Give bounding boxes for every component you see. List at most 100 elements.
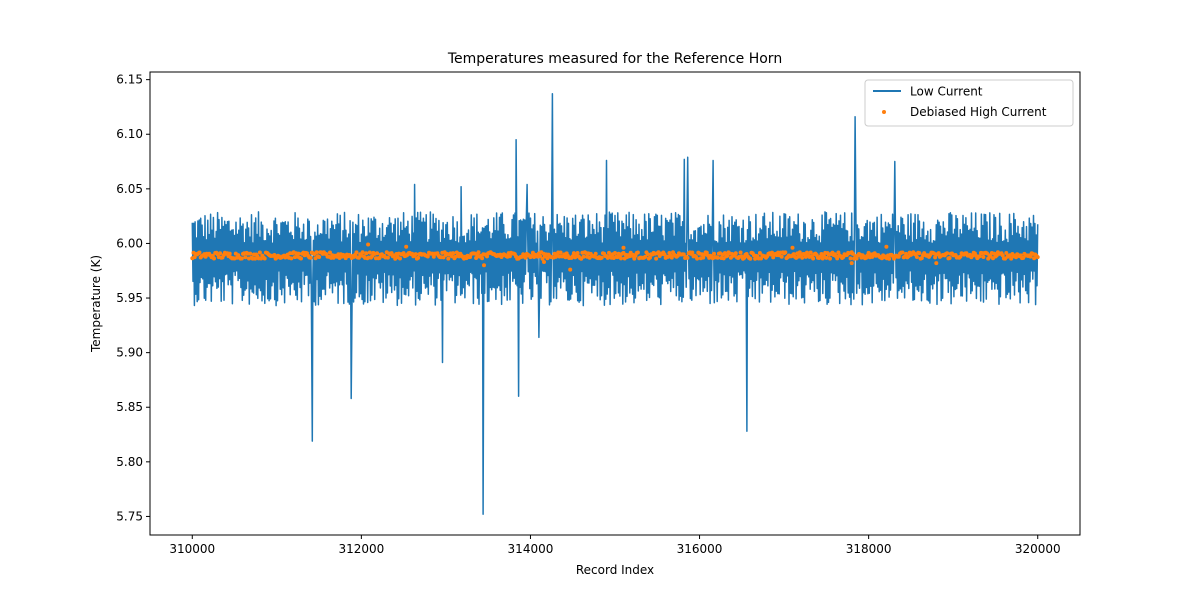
debiased-high-current-point bbox=[239, 256, 244, 261]
debiased-high-current-point bbox=[364, 251, 369, 256]
legend-low-current-label: Low Current bbox=[910, 85, 983, 99]
debiased-high-current-point bbox=[945, 251, 950, 256]
debiased-high-current-point bbox=[248, 251, 253, 256]
debiased-high-current-point bbox=[914, 255, 919, 259]
debiased-high-current-point bbox=[669, 255, 674, 260]
debiased-high-current-point bbox=[712, 251, 716, 256]
debiased-high-current-point bbox=[289, 256, 294, 261]
debiased-high-current-point bbox=[824, 255, 829, 260]
debiased-high-current-point bbox=[848, 256, 853, 261]
debiased-high-current-point bbox=[360, 250, 365, 255]
debiased-high-current-point bbox=[742, 255, 747, 260]
x-tick-label: 314000 bbox=[508, 542, 554, 556]
debiased-high-current-point bbox=[643, 254, 648, 259]
debiased-high-current-point bbox=[571, 251, 576, 256]
debiased-high-current-point bbox=[715, 255, 720, 260]
debiased-high-current-point bbox=[645, 252, 650, 257]
debiased-high-current-point bbox=[635, 250, 640, 255]
debiased-high-current-point bbox=[619, 256, 623, 261]
debiased-high-current-point bbox=[328, 250, 332, 255]
debiased-high-current-point bbox=[757, 251, 762, 255]
debiased-high-current-point bbox=[884, 244, 889, 249]
debiased-high-current-point bbox=[243, 255, 248, 260]
debiased-high-current-point bbox=[296, 251, 301, 256]
y-tick-label: 5.75 bbox=[116, 509, 143, 523]
x-tick-label: 312000 bbox=[338, 542, 384, 556]
debiased-high-current-point bbox=[800, 255, 805, 260]
debiased-high-current-point bbox=[192, 255, 197, 260]
debiased-high-current-point bbox=[453, 254, 458, 259]
debiased-high-current-point bbox=[733, 251, 738, 256]
debiased-high-current-point bbox=[542, 260, 546, 264]
debiased-high-current-point bbox=[836, 250, 841, 255]
debiased-high-current-point bbox=[738, 250, 743, 255]
debiased-high-current-point bbox=[759, 256, 764, 261]
debiased-high-current-point bbox=[621, 245, 626, 250]
debiased-high-current-point bbox=[690, 250, 695, 255]
y-tick-label: 6.15 bbox=[116, 73, 143, 87]
debiased-high-current-point bbox=[476, 250, 481, 255]
debiased-high-current-point bbox=[599, 255, 604, 260]
debiased-high-current-point bbox=[896, 254, 901, 259]
y-tick-label: 5.90 bbox=[116, 346, 143, 360]
debiased-high-current-point bbox=[936, 251, 941, 256]
debiased-high-current-point bbox=[933, 255, 938, 260]
debiased-high-current-point bbox=[958, 254, 963, 259]
debiased-high-current-point bbox=[366, 242, 371, 247]
debiased-high-current-point bbox=[1000, 253, 1005, 258]
series-low-current bbox=[191, 93, 1039, 516]
debiased-high-current-point bbox=[887, 256, 892, 261]
x-tick-label: 320000 bbox=[1015, 542, 1061, 556]
x-tick-label: 316000 bbox=[677, 542, 723, 556]
x-axis-label: Record Index bbox=[576, 563, 654, 577]
debiased-high-current-point bbox=[934, 261, 939, 266]
y-tick-label: 6.05 bbox=[116, 182, 143, 196]
y-tick-label: 5.95 bbox=[116, 291, 143, 305]
debiased-high-current-point bbox=[354, 250, 359, 255]
debiased-high-current-point bbox=[299, 256, 303, 261]
debiased-high-current-point bbox=[227, 251, 232, 256]
low-current-line bbox=[191, 93, 1039, 516]
debiased-high-current-point bbox=[314, 250, 319, 255]
debiased-high-current-point bbox=[375, 251, 380, 256]
debiased-high-current-point bbox=[854, 256, 859, 261]
debiased-high-current-point bbox=[695, 256, 700, 261]
debiased-high-current-point bbox=[558, 250, 563, 255]
debiased-high-current-point bbox=[681, 252, 686, 257]
debiased-high-current-point bbox=[722, 251, 727, 256]
debiased-high-current-point bbox=[790, 245, 795, 250]
debiased-high-current-point bbox=[468, 255, 473, 259]
debiased-high-current-point bbox=[404, 244, 409, 249]
debiased-high-current-point bbox=[377, 256, 382, 260]
debiased-high-current-point bbox=[308, 255, 313, 260]
debiased-high-current-point bbox=[849, 261, 854, 266]
y-tick-label: 6.00 bbox=[116, 236, 143, 250]
debiased-high-current-point bbox=[1004, 251, 1009, 255]
debiased-high-current-point bbox=[425, 254, 430, 259]
legend-frame bbox=[864, 79, 1074, 127]
debiased-high-current-point bbox=[523, 255, 528, 260]
debiased-high-current-point bbox=[507, 254, 512, 259]
debiased-high-current-point bbox=[262, 256, 267, 261]
y-tick-label: 6.10 bbox=[116, 127, 143, 141]
debiased-high-current-point bbox=[779, 254, 784, 259]
debiased-high-current-point bbox=[485, 254, 489, 259]
debiased-high-current-point bbox=[398, 256, 402, 261]
debiased-high-current-point bbox=[431, 254, 436, 259]
debiased-high-current-point bbox=[808, 250, 813, 255]
debiased-high-current-point bbox=[367, 250, 372, 255]
debiased-high-current-point bbox=[581, 254, 586, 259]
debiased-high-current-point bbox=[654, 256, 659, 261]
debiased-high-current-point bbox=[568, 267, 573, 272]
debiased-high-current-point bbox=[446, 256, 451, 261]
series-debiased-high-current bbox=[190, 242, 1040, 272]
debiased-high-current-point bbox=[416, 255, 421, 260]
y-tick-label: 5.85 bbox=[116, 400, 143, 414]
debiased-high-current-point bbox=[771, 255, 776, 260]
chart-title: Temperatures measured for the Reference … bbox=[447, 51, 782, 67]
debiased-high-current-point bbox=[811, 256, 816, 261]
debiased-high-current-point bbox=[835, 256, 840, 261]
debiased-high-current-point bbox=[850, 251, 855, 256]
debiased-high-current-point bbox=[783, 250, 788, 255]
debiased-high-current-point bbox=[451, 251, 456, 256]
